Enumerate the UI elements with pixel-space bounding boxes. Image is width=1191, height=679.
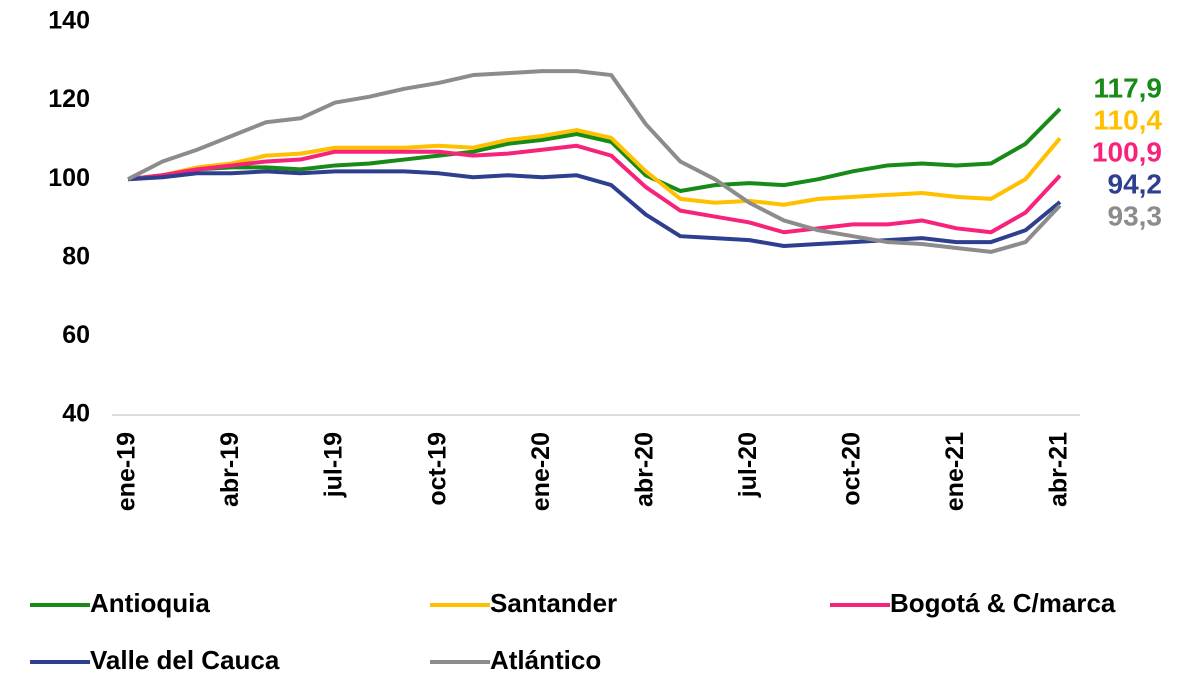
data-label: 93,3 [1108,200,1163,231]
legend-label: Antioquia [90,588,210,618]
y-tick-label: 60 [62,321,90,349]
x-tick-label: ene-20 [527,432,555,511]
y-tick-label: 120 [48,85,90,113]
legend-label: Valle del Cauca [90,645,280,675]
y-tick-label: 40 [62,400,90,428]
data-label: 94,2 [1108,168,1163,199]
x-tick-label: ene-19 [113,432,141,511]
series-line [127,107,1062,193]
x-tick-label: ene-21 [941,432,969,511]
y-tick-label: 100 [48,164,90,192]
series-line [127,143,1062,235]
x-tick-label: abr-20 [630,432,658,507]
series-line [127,128,1062,207]
x-tick-label: abr-21 [1045,432,1073,507]
legend-label: Atlántico [490,645,601,675]
data-label: 110,4 [1093,104,1162,135]
data-label: 117,9 [1093,72,1162,103]
data-label: 100,9 [1092,136,1162,167]
x-tick-label: oct-19 [423,432,451,506]
x-tick-label: jul-20 [734,432,762,498]
x-tick-label: abr-19 [216,432,244,507]
legend-label: Santander [490,588,617,618]
x-tick-label: oct-20 [837,432,865,506]
y-tick-label: 80 [62,242,90,270]
legend-label: Bogotá & C/marca [890,588,1116,618]
y-tick-label: 140 [48,7,90,35]
series-line [127,169,1062,249]
x-tick-label: jul-19 [320,432,348,498]
series-line [127,69,1062,254]
